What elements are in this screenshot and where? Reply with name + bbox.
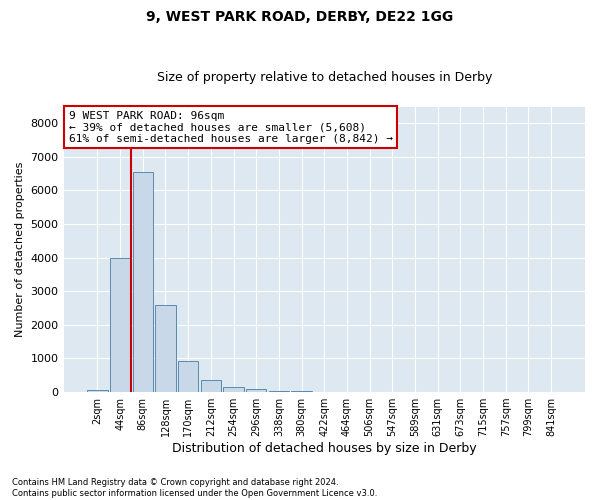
Title: Size of property relative to detached houses in Derby: Size of property relative to detached ho… <box>157 72 492 85</box>
Bar <box>269 390 289 392</box>
Bar <box>178 361 199 392</box>
Bar <box>223 387 244 392</box>
Bar <box>133 172 153 392</box>
Text: Contains HM Land Registry data © Crown copyright and database right 2024.
Contai: Contains HM Land Registry data © Crown c… <box>12 478 377 498</box>
Text: 9, WEST PARK ROAD, DERBY, DE22 1GG: 9, WEST PARK ROAD, DERBY, DE22 1GG <box>146 10 454 24</box>
X-axis label: Distribution of detached houses by size in Derby: Distribution of detached houses by size … <box>172 442 476 455</box>
Y-axis label: Number of detached properties: Number of detached properties <box>15 162 25 337</box>
Bar <box>87 390 107 392</box>
Bar <box>246 390 266 392</box>
Bar <box>110 258 130 392</box>
Text: 9 WEST PARK ROAD: 96sqm
← 39% of detached houses are smaller (5,608)
61% of semi: 9 WEST PARK ROAD: 96sqm ← 39% of detache… <box>69 111 393 144</box>
Bar <box>200 380 221 392</box>
Bar <box>292 391 312 392</box>
Bar <box>155 306 176 392</box>
